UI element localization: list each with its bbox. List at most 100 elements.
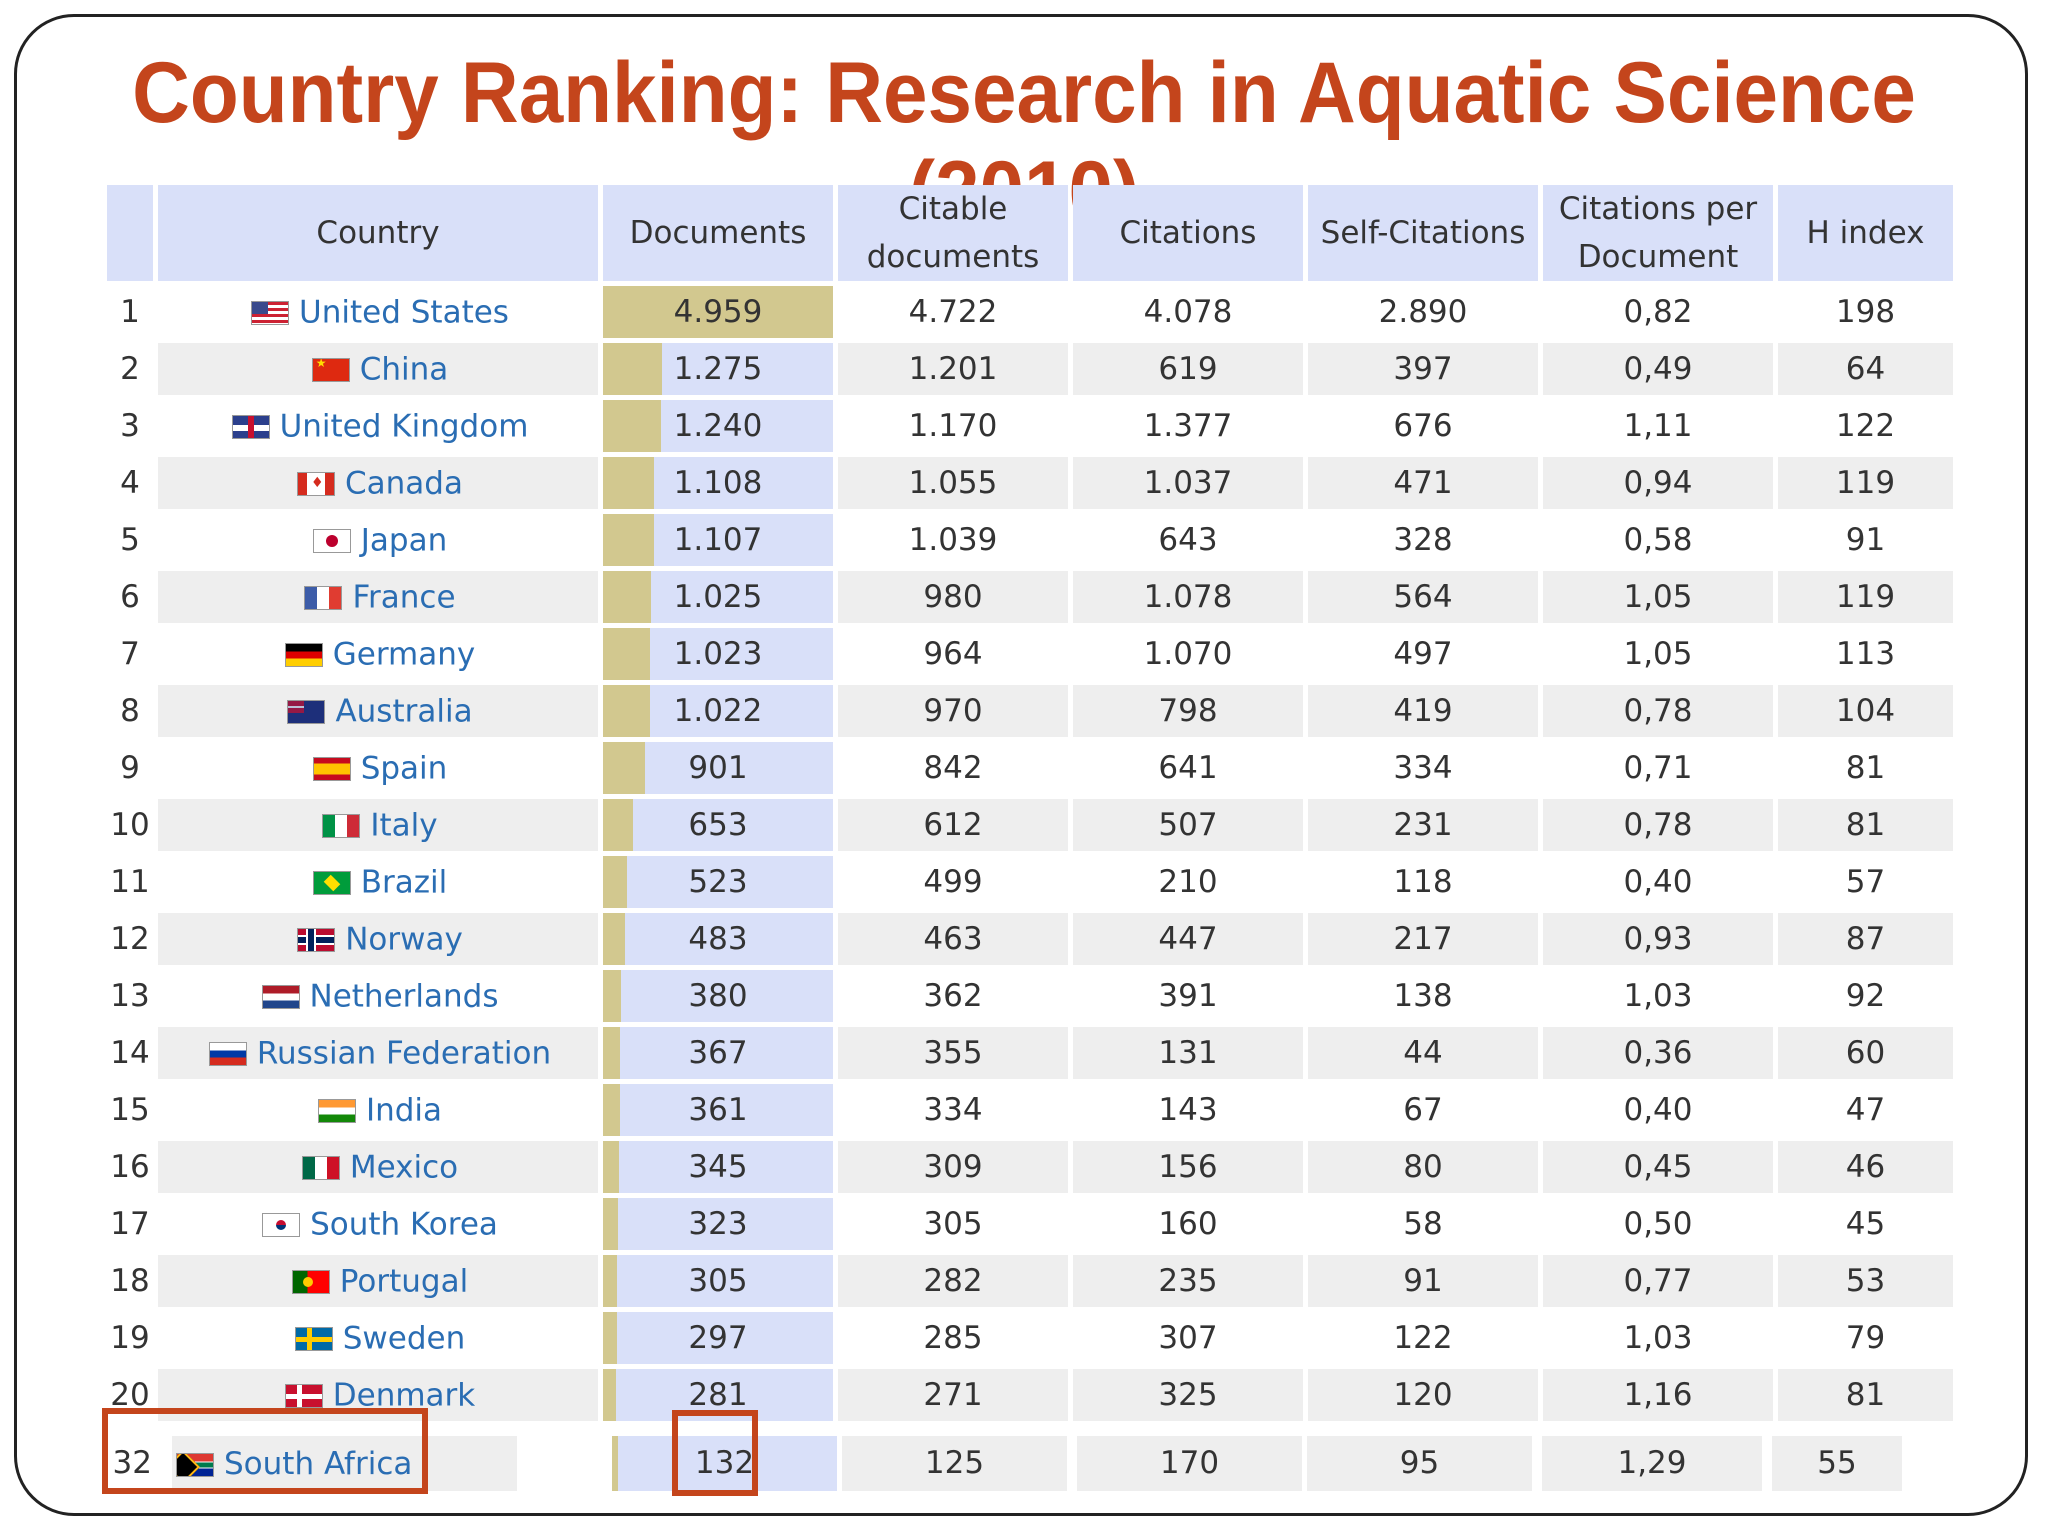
cpd-cell: 0,93 [1543, 913, 1773, 965]
cpd-cell: 0,40 [1543, 1084, 1773, 1136]
documents-bar [603, 571, 651, 623]
h-index-cell: 81 [1778, 742, 1953, 794]
country-link[interactable]: Germany [332, 636, 476, 673]
country-link[interactable]: Japan [360, 522, 448, 559]
header-documents[interactable]: Documents [603, 185, 833, 281]
documents-value: 281 [688, 1377, 748, 1413]
documents-cell: 4.959 [603, 286, 833, 338]
citations-cell: 447 [1073, 913, 1303, 965]
h-index-cell: 92 [1778, 970, 1953, 1022]
country-link[interactable]: Canada [345, 465, 463, 502]
citations-cell: 4.078 [1073, 286, 1303, 338]
table-row: 6 France 1.025 980 1.078 564 1,05 119 [107, 571, 1953, 623]
header-country[interactable]: Country [158, 185, 598, 281]
country-link[interactable]: Denmark [332, 1377, 476, 1414]
cpd-cell: 0,49 [1543, 343, 1773, 395]
header-self-citations[interactable]: Self-Citations [1308, 185, 1538, 281]
table-row: 18 Portugal 305 282 235 91 0,77 53 [107, 1255, 1953, 1307]
se-flag-icon [294, 1326, 333, 1351]
citations-cell: 643 [1073, 514, 1303, 566]
rank-cell: 2 [120, 351, 140, 387]
documents-value: 653 [688, 807, 748, 843]
es-flag-icon [312, 756, 351, 781]
h-index-cell: 60 [1778, 1027, 1953, 1079]
citations-cell: 1.070 [1073, 628, 1303, 680]
table-row: 19 Sweden 297 285 307 122 1,03 79 [107, 1312, 1953, 1364]
citations-cell: 798 [1073, 685, 1303, 737]
country-link[interactable]: South Korea [310, 1206, 498, 1243]
table-row: 10 Italy 653 612 507 231 0,78 81 [107, 799, 1953, 851]
country-link[interactable]: Portugal [339, 1263, 469, 1300]
citations-cell: 619 [1073, 343, 1303, 395]
ru-flag-icon [208, 1041, 247, 1066]
citable-cell: 970 [838, 685, 1068, 737]
h-index-cell: 119 [1778, 571, 1953, 623]
documents-value: 380 [688, 978, 748, 1014]
documents-bar [603, 685, 651, 737]
country-link[interactable]: Russian Federation [256, 1035, 552, 1072]
rank-cell: 12 [110, 921, 150, 957]
rank-cell: 1 [120, 294, 140, 330]
citations-cell: 235 [1073, 1255, 1303, 1307]
header-h-index[interactable]: H index [1778, 185, 1953, 281]
country-cell: Netherlands [158, 970, 598, 1022]
country-link[interactable]: Norway [345, 921, 463, 958]
documents-value: 305 [688, 1263, 748, 1299]
country-link[interactable]: China [359, 351, 449, 388]
documents-value: 1.023 [673, 636, 763, 672]
sa-country-link[interactable]: South Africa [224, 1446, 413, 1482]
country-link[interactable]: Sweden [342, 1320, 466, 1357]
ca-flag-icon [297, 471, 336, 496]
rank-cell: 19 [110, 1320, 150, 1356]
header-citable-documents[interactable]: Citable documents [838, 185, 1068, 281]
country-link[interactable]: Mexico [349, 1149, 459, 1186]
sa-country-cell: South Africa [172, 1436, 517, 1491]
au-flag-icon [287, 699, 326, 724]
country-link[interactable]: Italy [370, 807, 438, 844]
table-body: 1 United States 4.959 4.722 4.078 2.890 0,82 19… [107, 286, 1953, 1421]
country-link[interactable]: United Kingdom [279, 408, 529, 445]
self-citations-cell: 44 [1308, 1027, 1538, 1079]
table-row: 7 Germany 1.023 964 1.070 497 1,05 113 [107, 628, 1953, 680]
country-cell: Japan [158, 514, 598, 566]
documents-cell: 367 [603, 1027, 833, 1079]
documents-cell: 1.107 [603, 514, 833, 566]
citable-cell: 305 [838, 1198, 1068, 1250]
country-link[interactable]: United States [299, 294, 509, 331]
h-index-cell: 53 [1778, 1255, 1953, 1307]
country-cell: Brazil [158, 856, 598, 908]
citable-cell: 463 [838, 913, 1068, 965]
country-link[interactable]: India [365, 1092, 443, 1129]
country-link[interactable]: Australia [335, 693, 473, 730]
self-citations-cell: 80 [1308, 1141, 1538, 1193]
cpd-cell: 0,71 [1543, 742, 1773, 794]
citations-cell: 156 [1073, 1141, 1303, 1193]
citable-cell: 285 [838, 1312, 1068, 1364]
header-citations-per-document[interactable]: Citations per Document [1543, 185, 1773, 281]
documents-cell: 380 [603, 970, 833, 1022]
self-citations-cell: 497 [1308, 628, 1538, 680]
country-link[interactable]: Netherlands [309, 978, 499, 1015]
cpd-cell: 0,40 [1543, 856, 1773, 908]
country-cell: Canada [158, 457, 598, 509]
header-rank [107, 185, 153, 281]
rank-cell: 14 [110, 1035, 150, 1071]
h-index-cell: 81 [1778, 1369, 1953, 1421]
country-link[interactable]: Brazil [360, 864, 448, 901]
self-citations-cell: 122 [1308, 1312, 1538, 1364]
documents-cell: 1.025 [603, 571, 833, 623]
cpd-cell: 0,77 [1543, 1255, 1773, 1307]
citable-cell: 980 [838, 571, 1068, 623]
us-flag-icon [251, 300, 290, 325]
documents-bar [603, 913, 626, 965]
sa-h-index: 55 [1772, 1436, 1902, 1491]
documents-value: 297 [688, 1320, 748, 1356]
country-link[interactable]: Spain [360, 750, 448, 787]
country-link[interactable]: France [352, 579, 456, 616]
citable-cell: 355 [838, 1027, 1068, 1079]
citable-cell: 1.039 [838, 514, 1068, 566]
de-flag-icon [284, 642, 323, 667]
header-citations[interactable]: Citations [1073, 185, 1303, 281]
table-row: 14 Russian Federation 367 355 131 44 0,36 60 [107, 1027, 1953, 1079]
